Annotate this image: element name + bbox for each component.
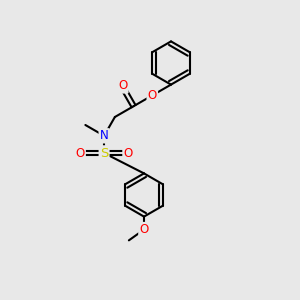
Text: O: O xyxy=(148,89,157,102)
Text: O: O xyxy=(124,147,133,160)
Text: N: N xyxy=(100,129,109,142)
Text: O: O xyxy=(140,223,148,236)
Text: O: O xyxy=(118,80,128,92)
Text: S: S xyxy=(100,147,108,160)
Text: O: O xyxy=(76,147,85,160)
